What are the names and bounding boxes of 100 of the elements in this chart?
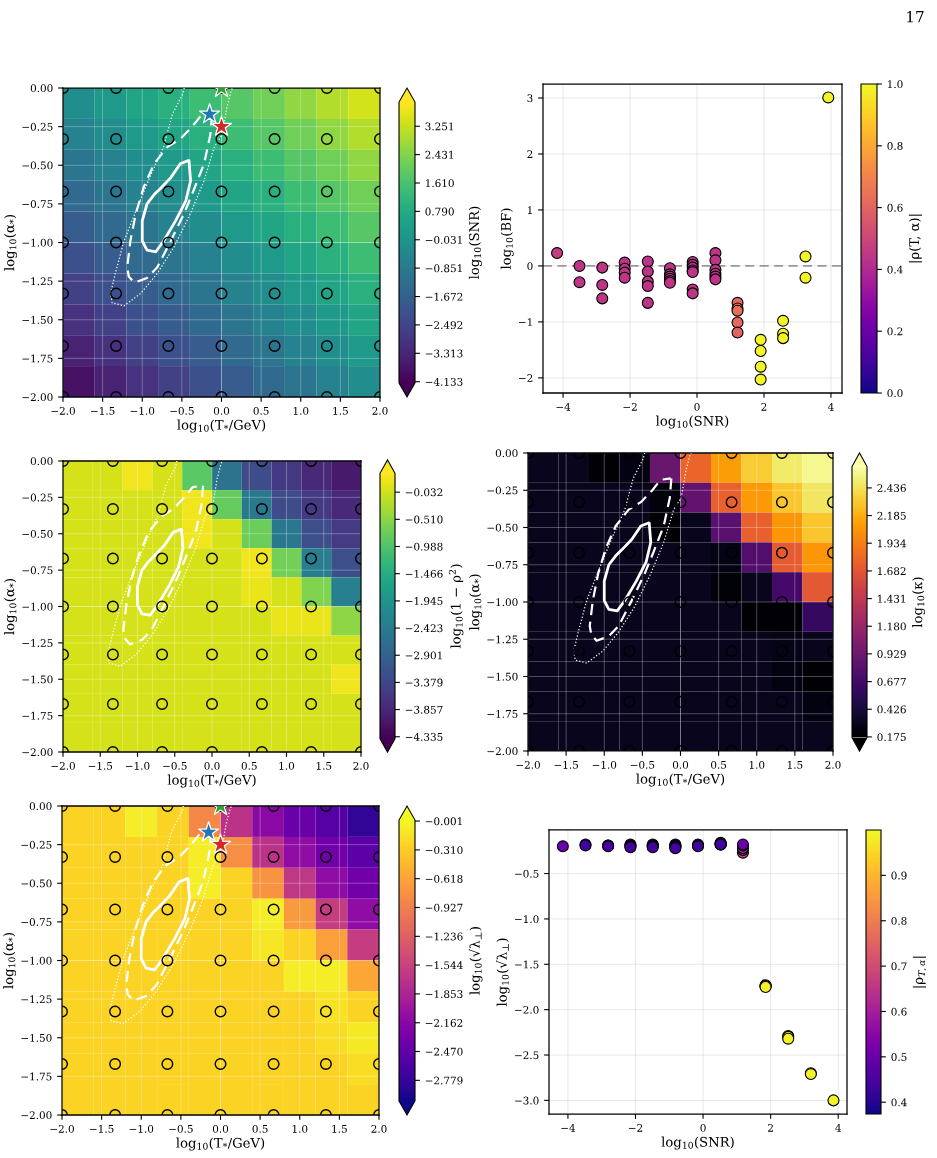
x-tick-label: 1.5 <box>316 761 332 770</box>
x-tick-label: 0.5 <box>253 406 269 415</box>
x-tick-label: 0 <box>700 1123 706 1132</box>
x-tick-label: 2.0 <box>372 406 388 415</box>
y-tick-label: −0.25 <box>487 486 518 495</box>
y-tick-label: −1.5 <box>515 960 539 969</box>
y-tick-label: −1.25 <box>22 639 53 647</box>
y-axis-title: log$_{10}$(BF) <box>500 208 514 270</box>
color-bar-label: 1.610 <box>425 179 454 188</box>
x-tick-label: −2.0 <box>51 761 75 770</box>
y-tick-label: −3.0 <box>515 1096 539 1105</box>
y-tick-label: −2.00 <box>21 1111 52 1120</box>
y-tick-label: −1.00 <box>22 238 53 247</box>
color-bar-label: 0.426 <box>877 705 906 714</box>
x-tick-label: −1.5 <box>88 761 113 770</box>
x-tick-label: 2.0 <box>353 761 369 770</box>
x-tick-label: −2 <box>628 1123 643 1132</box>
x-tick-label: −0.5 <box>169 1124 193 1133</box>
y-tick-label: 0.00 <box>495 449 518 458</box>
y-tick-label: −0.25 <box>22 122 53 131</box>
x-tick-label: 2 <box>761 402 767 411</box>
y-tick-label: −2.00 <box>22 748 53 757</box>
x-axis-title: log$_{10}$(SNR) <box>656 415 729 429</box>
y-axis-title: log$_{10}$(α$_{*}$) <box>469 574 483 631</box>
x-tick-label: −1.0 <box>592 760 617 769</box>
y-tick-label: −1.0 <box>515 915 539 924</box>
color-bar-title: log$_{10}$(√λ$_{⊥}$) <box>468 927 483 995</box>
color-bar-label: −2.423 <box>405 624 443 633</box>
color-bar-label: 0.8 <box>887 142 903 150</box>
color-bar-label: −3.857 <box>405 705 443 714</box>
y-tick-label: −0.75 <box>22 200 53 208</box>
y-tick-label: −1.50 <box>22 675 53 684</box>
color-bar-label: −0.988 <box>405 542 443 551</box>
color-bar-label: −0.851 <box>425 264 462 273</box>
color-bar-label: −2.779 <box>425 1076 463 1085</box>
color-bar-label: −4.133 <box>425 377 463 386</box>
color-bar-label: 3.251 <box>425 122 454 131</box>
color-bar-label: −0.032 <box>405 488 443 497</box>
y-tick-label: −0.75 <box>21 918 52 926</box>
color-bar-label: −2.492 <box>425 321 463 330</box>
color-bar-label: 2.185 <box>877 511 906 520</box>
y-tick-label: −0.50 <box>487 523 518 532</box>
color-bar-label: 2.431 <box>425 150 454 159</box>
x-tick-label: −1.0 <box>130 406 155 415</box>
x-tick-label: 0.0 <box>672 760 689 769</box>
x-tick-label: −0.5 <box>163 761 187 770</box>
y-tick-label: −0.50 <box>21 879 52 888</box>
y-tick-label: −1.50 <box>487 672 518 681</box>
x-tick-label: 0.0 <box>204 761 220 770</box>
y-tick-label: −0.50 <box>22 529 53 538</box>
color-bar-label: 0.6 <box>891 1007 907 1016</box>
color-bar-label: 0.8 <box>891 916 907 925</box>
y-tick-label: −0.25 <box>21 840 52 849</box>
color-bar-label: 2.436 <box>877 484 906 493</box>
color-bar-label: 0.4 <box>887 265 903 274</box>
color-bar-label: −0.510 <box>405 515 443 524</box>
x-tick-label: 1.0 <box>279 761 295 770</box>
x-tick-label: −1.5 <box>90 1124 114 1133</box>
x-axis-title: log$_{10}$(T$_{*}$/GeV) <box>636 773 725 787</box>
y-tick-label: 2 <box>527 150 533 158</box>
y-tick-label: 0 <box>527 262 533 271</box>
x-tick-label: −2.0 <box>51 406 75 415</box>
x-tick-label: 4 <box>827 402 834 411</box>
text: 17 <box>907 10 924 23</box>
x-tick-label: 4 <box>835 1123 842 1132</box>
y-tick-label: −2 <box>519 374 533 382</box>
x-tick-label: 0 <box>694 402 700 411</box>
color-bar-label: −1.466 <box>405 569 443 578</box>
x-tick-label: 2 <box>768 1123 773 1132</box>
color-bar-label: 0.6 <box>887 203 903 212</box>
x-tick-label: −4 <box>561 1123 576 1132</box>
color-bar-label: 1.180 <box>877 622 906 631</box>
x-tick-label: −0.5 <box>630 760 655 769</box>
x-axis-title: log$_{10}$(T$_{*}$/GeV) <box>177 419 266 433</box>
x-tick-label: 1.5 <box>332 1124 347 1133</box>
x-tick-label: 1.0 <box>293 406 309 415</box>
x-tick-label: 0.5 <box>711 760 727 769</box>
color-bar-label: −1.945 <box>405 597 443 605</box>
x-axis-title: log$_{10}$(T$_{*}$/GeV) <box>167 774 256 788</box>
color-bar-label: 1.682 <box>877 567 906 576</box>
color-bar-label: 0.7 <box>891 962 907 971</box>
color-bar-label: 0.9 <box>891 871 907 880</box>
color-bar-title: |ρ$_{T,α}$| <box>912 956 927 988</box>
y-tick-label: −1.50 <box>21 1033 52 1042</box>
y-tick-label: −1.25 <box>21 995 52 1004</box>
y-tick-label: −1.50 <box>22 315 53 324</box>
color-bar-label: 0.929 <box>877 650 906 658</box>
y-tick-label: 1 <box>527 206 532 214</box>
x-axis-title: log$_{10}$(T$_{*}$/GeV) <box>176 1137 265 1151</box>
y-tick-label: −1.25 <box>22 277 53 286</box>
color-bar-label: −1.672 <box>425 292 463 301</box>
color-bar-label: 0.677 <box>877 677 906 686</box>
x-tick-label: 0.5 <box>252 1124 268 1133</box>
x-tick-label: 1.5 <box>787 760 803 769</box>
y-tick-label: −0.25 <box>22 493 53 502</box>
y-tick-label: −0.75 <box>22 566 53 575</box>
color-bar-label: 0.0 <box>887 389 903 398</box>
color-bar-label: −0.031 <box>425 235 462 244</box>
x-tick-label: −1.0 <box>129 1124 154 1133</box>
color-bar-label: −0.310 <box>425 846 463 855</box>
